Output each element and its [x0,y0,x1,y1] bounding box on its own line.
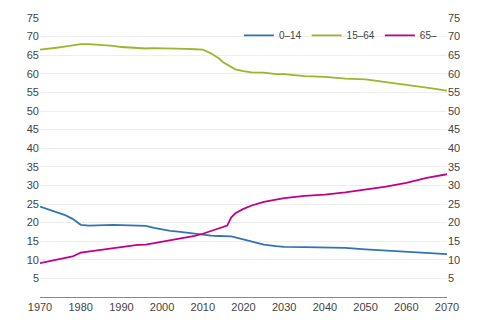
svg-text:5: 5 [448,272,454,284]
svg-text:2040: 2040 [313,301,337,313]
svg-text:55: 55 [27,86,39,98]
svg-text:75: 75 [448,12,460,24]
svg-text:10: 10 [27,254,39,266]
svg-text:2050: 2050 [353,301,377,313]
svg-text:1990: 1990 [109,301,133,313]
svg-text:50: 50 [27,105,39,117]
svg-text:45: 45 [27,123,39,135]
svg-text:1970: 1970 [28,301,52,313]
svg-text:70: 70 [448,30,460,42]
svg-text:25: 25 [448,198,460,210]
svg-text:2010: 2010 [191,301,215,313]
svg-text:70: 70 [27,30,39,42]
svg-text:60: 60 [27,68,39,80]
svg-text:2030: 2030 [272,301,296,313]
svg-text:65: 65 [27,49,39,61]
svg-text:15: 15 [448,235,460,247]
svg-text:15–64: 15–64 [347,30,375,41]
svg-text:30: 30 [448,179,460,191]
svg-text:40: 40 [448,142,460,154]
svg-text:2070: 2070 [435,301,459,313]
svg-text:0–14: 0–14 [279,30,302,41]
svg-text:45: 45 [448,123,460,135]
svg-text:2000: 2000 [150,301,174,313]
svg-text:40: 40 [27,142,39,154]
svg-text:2020: 2020 [231,301,255,313]
svg-text:15: 15 [27,235,39,247]
svg-text:25: 25 [27,198,39,210]
svg-text:20: 20 [448,216,460,228]
svg-text:75: 75 [27,12,39,24]
svg-text:65: 65 [448,49,460,61]
svg-text:20: 20 [27,216,39,228]
svg-text:2060: 2060 [394,301,418,313]
svg-text:35: 35 [27,161,39,173]
svg-text:60: 60 [448,68,460,80]
svg-text:10: 10 [448,254,460,266]
svg-text:50: 50 [448,105,460,117]
svg-text:30: 30 [27,179,39,191]
svg-text:55: 55 [448,86,460,98]
svg-text:1980: 1980 [68,301,92,313]
svg-text:65–: 65– [420,30,437,41]
svg-text:5: 5 [33,272,39,284]
svg-text:35: 35 [448,161,460,173]
